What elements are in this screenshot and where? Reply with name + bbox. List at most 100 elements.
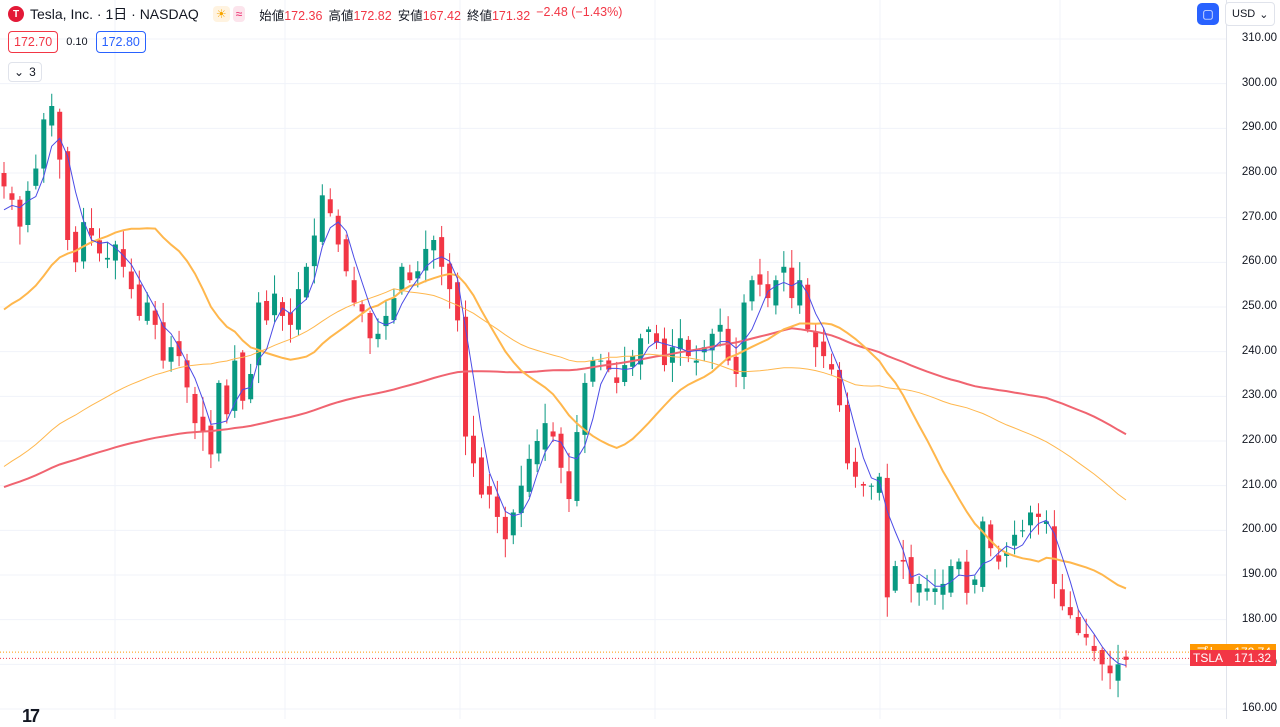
spread-value: 0.10 [66, 36, 88, 48]
price-chart[interactable] [0, 0, 1226, 719]
candle-body [566, 471, 572, 500]
candle-body [327, 199, 333, 214]
candle-body [272, 293, 278, 316]
price-tick-label: 160.00 [1241, 702, 1277, 714]
candle-body [359, 304, 365, 312]
candle-body [932, 588, 938, 592]
candle-body [65, 151, 71, 240]
candle-body [17, 199, 23, 227]
candle-body [423, 248, 429, 271]
candle-body [638, 338, 644, 365]
candle-body [582, 382, 588, 435]
candle-body [486, 486, 492, 495]
price-tick-label: 260.00 [1241, 255, 1277, 268]
market-status[interactable]: ☀ ≈ [212, 6, 246, 22]
candle-body [908, 557, 914, 584]
candle-body [654, 333, 660, 343]
candle-body [49, 106, 55, 126]
candle-body [518, 485, 524, 514]
candle-body [470, 435, 476, 464]
candle-body [821, 341, 827, 357]
candle-body [868, 485, 874, 487]
candle-body [319, 195, 325, 242]
candle-body [73, 231, 79, 263]
price-axis[interactable]: 310.00 300.00 290.00 280.00 270.00 260.00 250.… [1226, 0, 1280, 719]
snapshot-icon[interactable]: ▢ [1197, 3, 1219, 25]
candle-body [646, 329, 652, 332]
candle-body [391, 298, 397, 321]
candle-body [57, 111, 63, 160]
buy-button[interactable]: 172.80 [95, 31, 146, 53]
candle-body [661, 338, 667, 366]
candle-body [773, 280, 779, 306]
candle-body [972, 579, 978, 585]
candle-body [558, 433, 564, 468]
candle-body [383, 315, 389, 327]
candle-body [622, 365, 628, 382]
candle-body [176, 341, 182, 357]
ohlc-change: −2.48 (−1.43%) [536, 4, 623, 19]
ohlc-low: 安値167.42 [397, 8, 461, 23]
candle-body [757, 274, 763, 285]
candle-body [144, 302, 150, 321]
candle-body [510, 512, 516, 536]
candle-body [924, 588, 930, 592]
candle-body [455, 282, 461, 321]
chevron-down-icon: ⌄ [14, 65, 25, 79]
candle-body [224, 385, 230, 415]
price-tick-label: 290.00 [1241, 121, 1277, 134]
candle-body [240, 352, 246, 401]
candle-body [526, 458, 532, 492]
price-tick-label: 230.00 [1241, 389, 1277, 402]
candle-body [1107, 665, 1113, 674]
candle-body [844, 404, 850, 464]
candle-body [956, 561, 962, 570]
candle-body [1012, 534, 1018, 546]
candle-body [1004, 552, 1010, 556]
ohlc-high: 高値172.82 [328, 8, 392, 23]
candle-body [168, 347, 174, 362]
candle-body [232, 360, 238, 411]
sell-button[interactable]: 172.70 [8, 31, 59, 53]
candle-body [184, 360, 190, 388]
chart-area[interactable] [0, 0, 1226, 719]
candle-body [311, 235, 317, 267]
candle-body [96, 240, 102, 254]
candle-body [693, 360, 699, 363]
ohlc-values: 始値172.36 高値172.82 安値167.42 終値171.32 −2.4… [259, 5, 622, 24]
indicator-count: 3 [29, 65, 36, 79]
price-tag[interactable]: TSLA 171.32 [1190, 650, 1276, 667]
ma-mid-line [3, 227, 1127, 590]
candle-body [415, 271, 421, 279]
candle-body [701, 347, 707, 353]
candle-body [574, 432, 580, 501]
candle-body [264, 300, 270, 321]
price-tick-label: 270.00 [1241, 210, 1277, 223]
candle-body [829, 364, 835, 370]
candle-body [463, 316, 469, 437]
currency-select[interactable]: USD ⌄ [1225, 2, 1276, 26]
indicators-toggle-button[interactable]: ⌄ 3 [8, 62, 42, 82]
candle-body [216, 382, 222, 454]
price-tick-label: 250.00 [1241, 300, 1277, 312]
tradingview-logo-icon[interactable]: 17 [22, 706, 40, 726]
candle-body [884, 477, 890, 598]
price-tick-label: 190.00 [1241, 568, 1277, 580]
price-tick-label: 300.00 [1241, 76, 1277, 89]
candle-body [502, 516, 508, 540]
currency-label: USD [1232, 8, 1256, 20]
price-tag-name: TSLA [1192, 651, 1223, 666]
candle-body [837, 369, 843, 406]
candle-body [303, 266, 309, 298]
candle-body [725, 328, 731, 361]
candle-body [677, 338, 683, 350]
candle-body [598, 360, 604, 362]
wave-icon: ≈ [232, 6, 246, 22]
candle-body [1028, 512, 1034, 526]
price-tick-label: 280.00 [1241, 166, 1277, 178]
candle-body [1020, 530, 1026, 532]
candle-body [900, 559, 906, 562]
symbol-title[interactable]: Tesla, Inc. · 1日 · NASDAQ [30, 6, 199, 22]
price-tick-label: 310.00 [1241, 32, 1277, 44]
candle-body [709, 333, 715, 351]
